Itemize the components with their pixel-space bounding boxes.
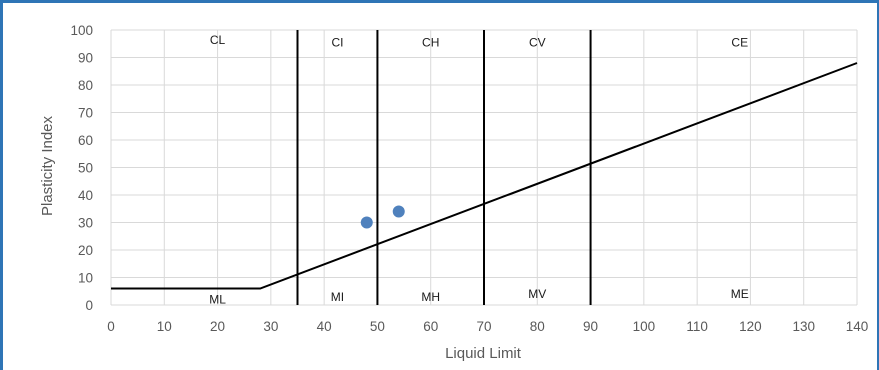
zone-label: MH [421,290,440,304]
x-tick-label: 100 [633,319,656,334]
zone-labels: CL CI CH CV CE ML MI MH MV ME [209,33,749,307]
zone-label: MI [331,290,344,304]
y-tick-label: 80 [78,78,93,93]
y-tick-label: 10 [78,271,93,286]
x-tick-label: 50 [370,319,385,334]
y-tick-label: 100 [70,23,93,38]
x-tick-label: 90 [583,319,598,334]
a-line-group [111,62,858,290]
zone-label: CE [731,36,748,50]
x-tick-label: 130 [792,319,815,334]
y-tick-label: 50 [78,161,93,176]
x-tick-label: 70 [476,319,491,334]
x-tick-label: 10 [157,319,172,334]
data-points [360,205,405,229]
y-tick-label: 0 [85,298,93,313]
zone-label: CV [529,36,546,50]
y-axis-title: Plasticity Index [39,115,56,216]
x-axis-title: Liquid Limit [445,345,522,362]
x-tick-label: 140 [846,319,869,334]
zone-label: MV [528,287,546,301]
y-tick-label: 70 [78,106,93,121]
y-tick-labels: 0 10 20 30 40 50 60 70 80 90 100 [70,23,93,313]
x-tick-labels: 0 10 20 30 40 50 60 70 80 90 100 110 120 130 140 [107,319,868,334]
boundary-lines [296,30,592,305]
x-tick-label: 120 [739,319,762,334]
y-tick-label: 90 [78,51,93,66]
x-tick-label: 40 [317,319,332,334]
y-tick-label: 20 [78,243,93,258]
x-tick-label: 60 [423,319,438,334]
data-point [360,216,373,229]
a-line [111,62,858,290]
zone-label: CH [422,36,439,50]
x-tick-label: 110 [686,319,708,334]
zone-label: CL [210,33,226,47]
data-point [392,205,405,218]
zone-label: ML [209,293,226,307]
zone-label: CI [331,36,343,50]
y-tick-label: 40 [78,188,93,203]
x-tick-label: 0 [107,319,115,334]
y-tick-label: 60 [78,133,93,148]
y-tick-label: 30 [78,216,93,231]
x-tick-label: 80 [530,319,545,334]
x-tick-label: 30 [263,319,278,334]
x-tick-label: 20 [210,319,225,334]
zone-label: ME [731,287,749,301]
